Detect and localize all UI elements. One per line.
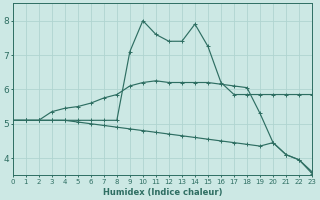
X-axis label: Humidex (Indice chaleur): Humidex (Indice chaleur) [103, 188, 222, 197]
